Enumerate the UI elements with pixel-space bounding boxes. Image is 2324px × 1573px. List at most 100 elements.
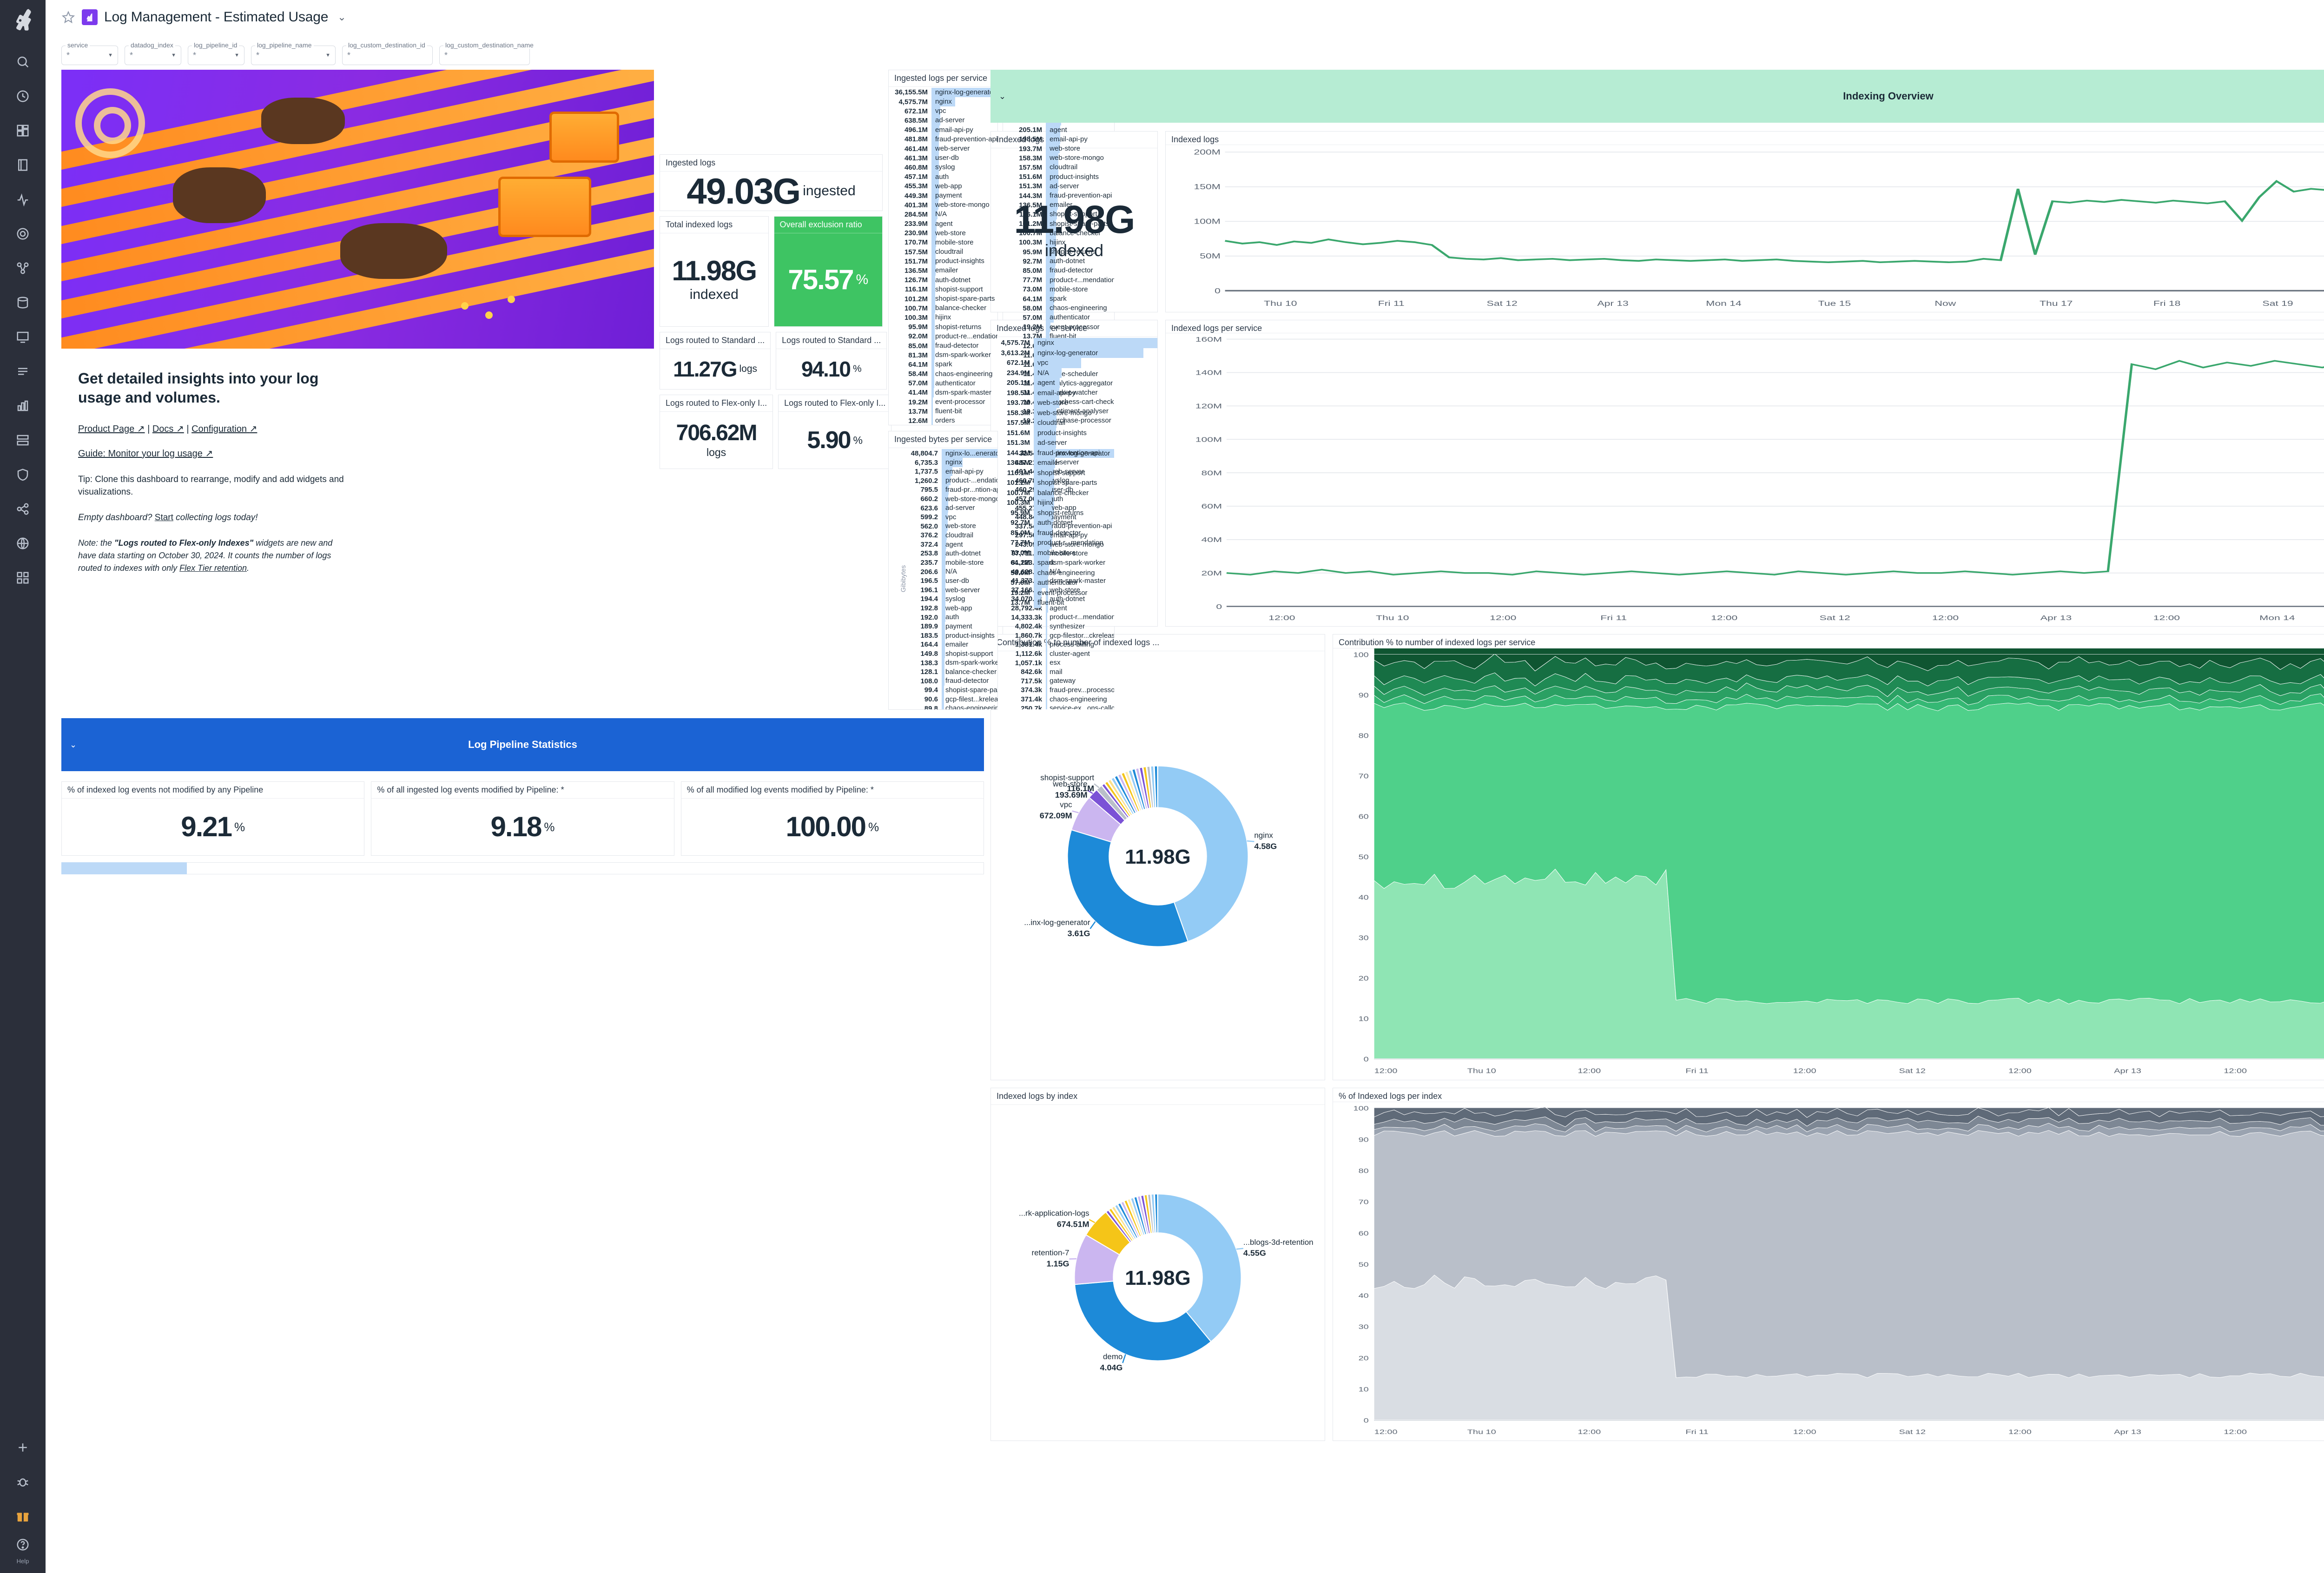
chevron-down-icon[interactable]: ▼ [325, 53, 330, 58]
toplist-row[interactable]: 638.5M ad-server [889, 116, 997, 126]
toplist-row[interactable]: 95.9M shopist-returns [889, 322, 997, 332]
toplist-row[interactable]: 461.3M user-db [889, 153, 997, 163]
ingested-bytes-per-service-widget[interactable]: Ingested bytes per service Gibibytes 48,… [888, 431, 998, 710]
toplist-row[interactable]: 64.1M spark [1003, 294, 1114, 304]
toplist-row[interactable]: 253.8 auth-dotnet [899, 549, 997, 558]
chevron-down-icon[interactable]: ▼ [234, 53, 239, 58]
filter-log-custom-destination-name[interactable]: log_custom_destination_name * [439, 41, 535, 65]
toplist-row[interactable]: 158.3M web-store-mongo [1003, 153, 1114, 163]
sidebar-item-metrics[interactable] [7, 390, 39, 422]
sidebar-item-notebooks[interactable] [7, 149, 39, 181]
toplist-row[interactable]: 58.0M chaos-engineering [991, 568, 1157, 578]
filter-log-custom-destination-id[interactable]: log_custom_destination_id * [342, 41, 433, 65]
toplist-row[interactable]: 19.2M event-processor [1003, 322, 1114, 332]
indexed-logs-forecast-widget[interactable]: Indexed logs 050M100M150M200MForecast (1… [1165, 131, 2324, 312]
pipeline-stat-2-widget[interactable]: % of all modified log events modified by… [680, 781, 984, 856]
flex-tier-link[interactable]: Flex Tier retention [179, 563, 247, 573]
toplist-row[interactable]: 95.9M shopist-returns [1003, 247, 1114, 257]
toplist-row[interactable]: 193.7M web-store [1003, 144, 1114, 154]
toplist-row[interactable]: 157.5M cloudtrail [1003, 163, 1114, 172]
toplist-row[interactable]: 1,737.5 email-api-py [899, 467, 997, 476]
toplist-row[interactable]: 198.5M email-api-py [991, 388, 1157, 398]
toplist-row[interactable]: 99.4 shopist-spare-parts [899, 686, 997, 695]
toplist-row[interactable]: 149.8 shopist-support [899, 649, 997, 659]
toplist-row[interactable]: 192.8 web-app [899, 603, 997, 613]
toplist-row[interactable]: 89.8 chaos-engineering [899, 704, 997, 709]
toplist-row[interactable]: 455.3M web-app [889, 181, 997, 191]
toplist-row[interactable]: 250.7k service-ex...ons-callout [1003, 704, 1114, 709]
toplist-row[interactable]: 57.0M authenticator [1003, 313, 1114, 323]
sidebar-item-security[interactable] [7, 458, 39, 491]
toplist-row[interactable]: 157.5M cloudtrail [889, 247, 997, 257]
sidebar-item-ci[interactable] [7, 493, 39, 525]
sidebar-item-monitors[interactable] [7, 183, 39, 216]
toplist-row[interactable]: 77.7M product-r...mendation [991, 538, 1157, 548]
toplist-row[interactable]: 73.0M mobile-store [1003, 284, 1114, 295]
toplist-row[interactable]: 136.5M emailer [1003, 200, 1114, 210]
toplist-row[interactable]: 233.9M agent [889, 219, 997, 229]
toplist-row[interactable]: 14,333.3k product-r...mendation [1003, 613, 1114, 622]
toplist-row[interactable]: 1,112.6k cluster-agent [1003, 649, 1114, 659]
toplist-row[interactable]: 4,802.4k synthesizer [1003, 621, 1114, 631]
toplist-row[interactable]: 19.2M event-processor [889, 397, 997, 407]
toplist-row[interactable]: 170.7M mobile-store [889, 238, 997, 248]
toplist-row[interactable]: 85.0M fraud-detector [889, 341, 997, 351]
toplist-row[interactable]: 100.7M balance-checker [991, 488, 1157, 498]
pipeline-stat-1-widget[interactable]: % of all ingested log events modified by… [371, 781, 674, 856]
toplist-row[interactable]: 562.0 web-store [899, 522, 997, 531]
toplist-row[interactable]: 374.3k fraud-prev...processor [1003, 686, 1114, 695]
total-indexed-logs-widget[interactable]: Total indexed logs 11.98G indexed [660, 216, 769, 327]
toplist-row[interactable]: 92.7M auth-dotnet [991, 518, 1157, 528]
pipeline-group-header[interactable]: ⌄ Log Pipeline Statistics [61, 718, 984, 771]
toplist-row[interactable]: 57.0M authenticator [889, 378, 997, 388]
indexed-by-index-donut-widget[interactable]: Indexed logs by index ...blogs-3d-retent… [990, 1088, 1325, 1441]
toplist-row[interactable]: 795.5 fraud-pr...ntion-api [899, 485, 997, 495]
toplist-row[interactable]: 206.6 N/A [899, 567, 997, 576]
toplist-row[interactable]: 136.5M emailer [991, 458, 1157, 468]
toplist-row[interactable]: 4,575.7M nginx [991, 338, 1157, 348]
chevron-down-icon[interactable]: ▼ [108, 53, 113, 58]
toplist-row[interactable]: 717.5k gateway [1003, 676, 1114, 686]
toplist-row[interactable]: 196.1 web-server [899, 585, 997, 595]
toplist-row[interactable]: 144.3M fraud-prevention-api [991, 448, 1157, 458]
toplist-row[interactable]: 13.7M fluent-bit [991, 598, 1157, 608]
toplist-row[interactable]: 85.0M fraud-detector [1003, 266, 1114, 276]
toplist-row[interactable]: 151.7M product-insights [889, 257, 997, 266]
toplist-row[interactable]: 116.1M shopist-support [1003, 210, 1114, 219]
toplist-row[interactable]: 164.4 emailer [899, 640, 997, 649]
toplist-row[interactable]: 100.3M hijinx [1003, 238, 1114, 248]
toplist-row[interactable]: 85.0M fraud-detector [991, 528, 1157, 538]
indexing-group-header[interactable]: ⌄ Indexing Overview [990, 70, 2324, 123]
filter-log-pipeline-id[interactable]: log_pipeline_id * ▼ [188, 41, 244, 65]
toplist-row[interactable]: 77.7M product-r...mendation [1003, 275, 1114, 285]
toplist-row[interactable]: 461.4M web-server [889, 144, 997, 154]
toplist-row[interactable]: 183.5 product-insights [899, 631, 997, 641]
toplist-row[interactable]: 372.4 agent [899, 540, 997, 549]
toplist-row[interactable]: 158.3M web-store-mongo [991, 408, 1157, 418]
toplist-row[interactable]: 481.8M fraud-prevention-api [889, 134, 997, 145]
ingested-logs-per-service-widget[interactable]: Ingested logs per service 36,155.5M nginx… [888, 70, 998, 425]
toplist-row[interactable]: 101.2M shopist-spare-parts [1003, 219, 1114, 229]
docs-link[interactable]: Docs ↗ [152, 424, 184, 434]
toplist-row[interactable]: 3,613.2M nginx-log-generator [991, 348, 1157, 358]
toplist-row[interactable]: 672.1M vpc [889, 106, 997, 116]
toplist-row[interactable]: 198.5M email-api-py [1003, 134, 1114, 145]
toplist-row[interactable]: 1,260.2 product-...endation [899, 476, 997, 486]
star-icon[interactable] [61, 10, 75, 24]
sidebar-item-service-map[interactable] [7, 252, 39, 284]
toplist-row[interactable]: 108.0 fraud-detector [899, 676, 997, 686]
toplist-row[interactable]: 6,735.3 nginx [899, 458, 997, 467]
toplist-row[interactable]: 284.5M N/A [889, 210, 997, 219]
toplist-row[interactable]: 13.7M fluent-bit [889, 407, 997, 416]
toplist-row[interactable]: 189.9 payment [899, 621, 997, 631]
toplist-row[interactable]: 235.7 mobile-store [899, 558, 997, 568]
toplist-row[interactable]: 81.3M dsm-spark-worker [889, 350, 997, 360]
toplist-row[interactable]: 1,057.1k esx [1003, 658, 1114, 668]
toplist-row[interactable]: 672.1M vpc [991, 358, 1157, 368]
indexed-logs-per-service-right-widget[interactable]: Indexed logs per service 4,575.7M nginx 3,… [990, 320, 1158, 627]
standard-pct-widget[interactable]: Logs routed to Standard ... 94.10 % [776, 332, 887, 390]
toplist-row[interactable]: 136.5M emailer [889, 266, 997, 276]
sidebar-item-rum[interactable] [7, 321, 39, 353]
toplist-row[interactable]: 57.0M authenticator [991, 578, 1157, 588]
toplist-row[interactable]: 457.1M auth [889, 172, 997, 182]
